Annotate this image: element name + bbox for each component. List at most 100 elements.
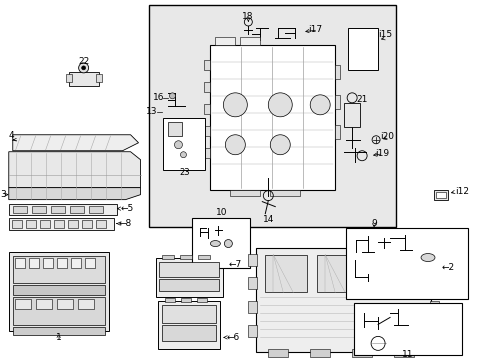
Text: 3: 3: [0, 190, 6, 199]
Bar: [346, 228, 467, 300]
Bar: [265, 255, 306, 292]
Text: 23: 23: [179, 168, 189, 177]
Bar: [29, 257, 39, 267]
Text: 21: 21: [356, 95, 367, 104]
Bar: [163, 118, 205, 170]
Text: ⅰ17: ⅰ17: [307, 26, 322, 35]
Bar: [96, 74, 102, 82]
Bar: [96, 220, 105, 228]
Text: ⅰ12: ⅰ12: [454, 187, 468, 196]
Bar: [204, 82, 210, 92]
Bar: [13, 256, 104, 283]
Text: 4: 4: [9, 131, 14, 140]
Circle shape: [180, 152, 186, 158]
Circle shape: [270, 135, 290, 155]
Bar: [334, 125, 340, 139]
Circle shape: [174, 141, 182, 149]
Bar: [159, 279, 219, 292]
Bar: [162, 305, 216, 323]
Bar: [158, 301, 220, 349]
Bar: [334, 65, 340, 79]
Bar: [65, 74, 72, 82]
Text: 22: 22: [78, 57, 89, 66]
Text: 11: 11: [402, 350, 413, 359]
Bar: [40, 220, 50, 228]
Bar: [268, 349, 287, 357]
Bar: [42, 257, 53, 267]
Bar: [78, 300, 93, 310]
Bar: [317, 255, 358, 292]
Bar: [351, 349, 371, 357]
Circle shape: [169, 93, 175, 99]
Bar: [353, 303, 461, 355]
Bar: [248, 253, 257, 266]
Bar: [165, 298, 175, 302]
Bar: [69, 206, 83, 213]
Bar: [181, 298, 191, 302]
Text: 1: 1: [56, 333, 61, 342]
Bar: [15, 257, 25, 267]
Text: 13: 13: [145, 107, 157, 116]
Bar: [68, 72, 99, 86]
Bar: [248, 278, 257, 289]
Bar: [9, 217, 113, 230]
Bar: [168, 122, 182, 136]
Bar: [433, 190, 447, 200]
Ellipse shape: [210, 240, 220, 247]
Bar: [429, 253, 438, 266]
Bar: [32, 206, 45, 213]
Bar: [9, 204, 116, 215]
Text: ←7: ←7: [228, 260, 241, 269]
Bar: [197, 298, 207, 302]
Bar: [368, 255, 410, 292]
Text: ←6: ←6: [226, 333, 239, 342]
Bar: [204, 104, 210, 114]
Bar: [210, 45, 334, 190]
Bar: [204, 126, 210, 136]
Bar: [309, 349, 329, 357]
Polygon shape: [9, 188, 140, 200]
Bar: [51, 206, 64, 213]
Bar: [13, 327, 104, 336]
Bar: [15, 300, 31, 310]
Bar: [159, 261, 219, 278]
Text: ←2: ←2: [441, 263, 454, 272]
Bar: [13, 297, 104, 325]
Bar: [192, 217, 250, 267]
Bar: [230, 190, 260, 195]
Circle shape: [224, 239, 232, 248]
Bar: [240, 37, 260, 45]
Bar: [215, 37, 235, 45]
Bar: [54, 220, 63, 228]
Polygon shape: [9, 152, 140, 188]
Circle shape: [225, 135, 245, 155]
Bar: [57, 300, 73, 310]
Bar: [248, 301, 257, 314]
Bar: [12, 220, 21, 228]
Bar: [429, 301, 438, 314]
Bar: [13, 285, 104, 296]
Bar: [84, 257, 94, 267]
Bar: [81, 220, 91, 228]
Bar: [270, 190, 300, 195]
Text: ⅰ15: ⅰ15: [377, 31, 391, 40]
Text: 10: 10: [215, 208, 226, 217]
Bar: [180, 255, 192, 258]
Bar: [57, 257, 66, 267]
Bar: [429, 325, 438, 337]
Bar: [256, 248, 430, 352]
Bar: [36, 300, 52, 310]
Bar: [198, 255, 210, 258]
Bar: [162, 325, 216, 341]
Circle shape: [79, 63, 88, 73]
Bar: [344, 103, 359, 127]
Text: ←8: ←8: [118, 219, 132, 228]
Text: ←5: ←5: [121, 204, 134, 213]
Bar: [435, 192, 445, 198]
Bar: [393, 349, 413, 357]
Circle shape: [223, 93, 247, 117]
Ellipse shape: [420, 253, 434, 261]
Polygon shape: [13, 135, 138, 151]
Bar: [204, 148, 210, 158]
Circle shape: [309, 95, 329, 115]
